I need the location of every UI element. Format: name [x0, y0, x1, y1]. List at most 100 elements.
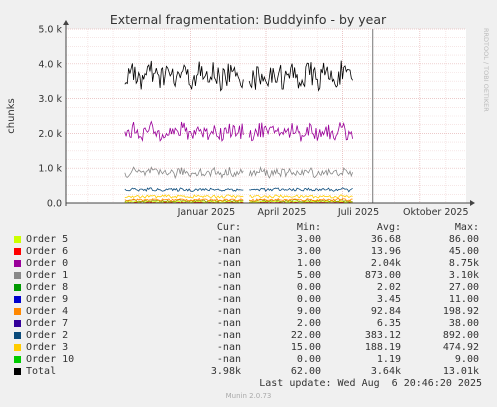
- y-tick-label: 2.0 k: [38, 129, 62, 140]
- legend-row: Order 2 -nan 22.00 383.12 892.00: [0, 330, 497, 342]
- legend-cur: -nan: [216, 354, 241, 365]
- legend-swatch: [14, 284, 21, 291]
- series-line: [124, 197, 244, 202]
- legend-swatch: [14, 356, 21, 363]
- series-line: [248, 121, 353, 142]
- series-line: [249, 199, 353, 203]
- series-line: [249, 187, 353, 193]
- legend-row: Order 5 -nan 3.00 36.68 86.00: [0, 234, 497, 246]
- legend-header-max: Max:: [454, 222, 479, 233]
- series-line: [124, 200, 244, 203]
- legend-row: Order 8 -nan 0.00 2.02 27.00: [0, 282, 497, 294]
- legend-avg: 188.19: [364, 342, 401, 353]
- legend-avg: 92.84: [370, 306, 401, 317]
- legend-header-avg: Avg:: [376, 222, 401, 233]
- legend-avg: 2.02: [376, 282, 401, 293]
- y-tick-label: 0.0: [47, 199, 62, 210]
- x-axis-arrow: [470, 200, 475, 206]
- legend-series-name: Order 8: [26, 282, 69, 293]
- chart: 0.0 1.0 k 2.0 k 3.0 k 4.0 k 5.0 k Januar 2025 A…: [6, 12, 490, 218]
- legend-cur: -nan: [216, 342, 241, 353]
- legend-avg: 13.96: [370, 246, 401, 257]
- series-line: [249, 198, 353, 202]
- legend-max: 8.75k: [448, 258, 479, 269]
- series-line: [249, 200, 353, 203]
- legend-swatch: [14, 236, 21, 243]
- legend-swatch: [14, 272, 21, 279]
- legend-avg: 873.00: [364, 270, 401, 281]
- series-line: [124, 166, 244, 180]
- legend-swatch: [14, 260, 21, 267]
- legend-min: 0.00: [296, 294, 321, 305]
- legend-row: Order 3 -nan 15.00 188.19 474.92: [0, 342, 497, 354]
- axes: 0.0 1.0 k 2.0 k 3.0 k 4.0 k 5.0 k Januar 2025 A…: [38, 20, 475, 218]
- y-tick-label: 1.0 k: [38, 164, 62, 175]
- legend-max: 9.00: [454, 354, 479, 365]
- legend-min: 9.00: [296, 306, 321, 317]
- legend-max: 45.00: [448, 246, 479, 257]
- series-line: [124, 187, 244, 192]
- x-tick-label: Oktober 2025: [403, 207, 469, 218]
- legend-max: 38.00: [448, 318, 479, 329]
- series-line: [124, 60, 244, 92]
- y-tick-label: 5.0 k: [38, 25, 62, 36]
- legend-cur: -nan: [216, 306, 241, 317]
- legend-min: 22.00: [290, 330, 321, 341]
- legend-avg: 2.04k: [370, 258, 401, 269]
- legend-swatch: [14, 368, 21, 375]
- chart-title: External fragmentation: Buddyinfo - by y…: [110, 12, 387, 27]
- legend-row: Order 4 -nan 9.00 92.84 198.92: [0, 306, 497, 318]
- legend-avg: 1.19: [376, 354, 401, 365]
- legend-min: 1.00: [296, 258, 321, 269]
- legend-cur: -nan: [216, 330, 241, 341]
- legend-row: Order 1 -nan 5.00 873.00 3.10k: [0, 270, 497, 282]
- legend-avg: 36.68: [370, 234, 401, 245]
- y-axis-label: chunks: [6, 98, 17, 134]
- legend-swatch: [14, 332, 21, 339]
- legend-min: 0.00: [296, 354, 321, 365]
- legend-min: 15.00: [290, 342, 321, 353]
- legend-series-name: Order 2: [26, 330, 69, 341]
- legend-max: 892.00: [442, 330, 479, 341]
- legend-avg: 3.64k: [370, 366, 401, 377]
- legend-series-name: Order 6: [26, 246, 69, 257]
- legend-swatch: [14, 248, 21, 255]
- munin-version: Munin 2.0.73: [225, 392, 272, 400]
- legend-row: Order 7 -nan 2.00 6.35 38.00: [0, 318, 497, 330]
- legend-header-min: Min:: [296, 222, 321, 233]
- legend-series-name: Order 7: [26, 318, 69, 329]
- legend-min: 62.00: [290, 366, 321, 377]
- x-tick-label: Januar 2025: [177, 207, 236, 218]
- legend-min: 0.00: [296, 282, 321, 293]
- legend-series-name: Order 1: [26, 270, 69, 281]
- legend-series-name: Total: [26, 366, 57, 377]
- legend-series-name: Order 0: [26, 258, 69, 269]
- x-tick-label: April 2025: [258, 207, 307, 218]
- legend-header-cur: Cur:: [216, 222, 241, 233]
- y-tick-label: 3.0 k: [38, 94, 62, 105]
- legend-row: Order 6 -nan 3.00 13.96 45.00: [0, 246, 497, 258]
- series-line: [248, 194, 353, 199]
- legend-max: 27.00: [448, 282, 479, 293]
- legend-row: Order 10 -nan 0.00 1.19 9.00: [0, 354, 497, 366]
- series-line: [248, 166, 353, 179]
- series-line: [124, 194, 244, 199]
- legend-min: 3.00: [296, 246, 321, 257]
- x-tick-label: Juli 2025: [337, 207, 379, 218]
- series-line: [124, 120, 244, 142]
- legend-max: 3.10k: [448, 270, 479, 281]
- legend-swatch: [14, 344, 21, 351]
- legend-max: 198.92: [442, 306, 479, 317]
- legend-max: 11.00: [448, 294, 479, 305]
- legend-header: Cur: Min: Avg: Max:: [0, 222, 497, 234]
- legend-cur: -nan: [216, 282, 241, 293]
- legend-min: 5.00: [296, 270, 321, 281]
- legend-row: Total 3.98k 62.00 3.64k 13.01k: [0, 366, 497, 378]
- rrdtool-watermark: RRDTOOL / TOBI OETIKER: [482, 28, 490, 112]
- legend-cur: -nan: [216, 258, 241, 269]
- legend-cur: -nan: [216, 270, 241, 281]
- legend-swatch: [14, 308, 21, 315]
- legend-max: 13.01k: [442, 366, 479, 377]
- legend-series-name: Order 4: [26, 306, 69, 317]
